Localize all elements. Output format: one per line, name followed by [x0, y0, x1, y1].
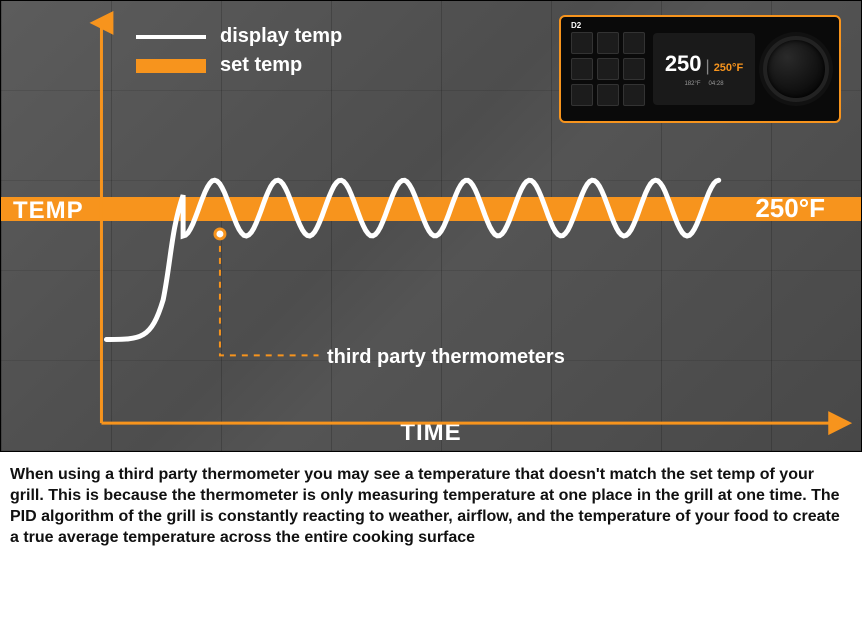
- ctrl-btn[interactable]: [597, 84, 619, 106]
- ctrl-btn[interactable]: [597, 32, 619, 54]
- ctrl-btn[interactable]: [571, 84, 593, 106]
- controller-dial[interactable]: [763, 36, 829, 102]
- annotation-leader: [220, 234, 319, 355]
- controller-timer: 04:28: [709, 81, 724, 87]
- controller-display-temp: 250: [665, 51, 702, 77]
- temperature-chart: 250°F TEMP TIME display temp set temp D2: [0, 0, 862, 452]
- legend: display temp set temp: [136, 25, 342, 77]
- controller-sep: |: [706, 58, 710, 76]
- controller-set-temp: 250°F: [714, 62, 743, 74]
- grill-controller: D2 250 | 250°F 182°F 04:28: [559, 15, 841, 123]
- x-axis-label: TIME: [1, 419, 861, 447]
- caption-text: When using a third party thermometer you…: [0, 452, 862, 562]
- controller-buttons: [571, 32, 645, 106]
- legend-label-display: display temp: [220, 25, 342, 48]
- ctrl-btn[interactable]: [623, 58, 645, 80]
- ctrl-btn[interactable]: [623, 32, 645, 54]
- legend-row-set: set temp: [136, 54, 342, 77]
- annotation-marker: [215, 229, 225, 239]
- legend-swatch-set: [136, 59, 206, 73]
- legend-row-display: display temp: [136, 25, 342, 48]
- controller-screen: 250 | 250°F 182°F 04:28: [653, 33, 755, 105]
- controller-brand: D2: [571, 21, 581, 30]
- ctrl-btn[interactable]: [623, 84, 645, 106]
- legend-label-set: set temp: [220, 54, 302, 77]
- y-axis-label: TEMP: [13, 197, 84, 225]
- legend-swatch-display: [136, 35, 206, 39]
- annotation-label: third party thermometers: [327, 346, 565, 369]
- ctrl-btn[interactable]: [597, 58, 619, 80]
- controller-probe-temp: 182°F: [684, 81, 700, 87]
- set-temp-value: 250°F: [755, 193, 825, 224]
- set-temp-bar: [1, 197, 861, 221]
- ctrl-btn[interactable]: [571, 32, 593, 54]
- ctrl-btn[interactable]: [571, 58, 593, 80]
